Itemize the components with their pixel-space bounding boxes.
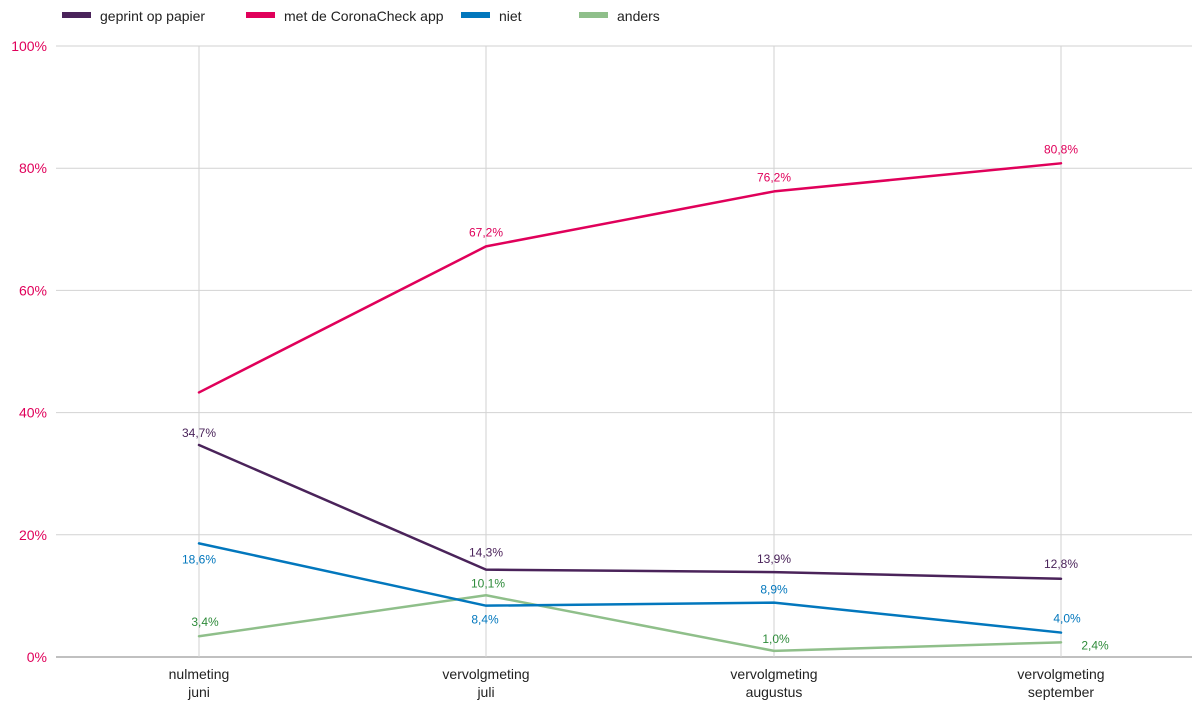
x-tick-label: juli [476, 684, 494, 700]
x-tick-label: vervolgmeting [1017, 666, 1104, 682]
data-label: 3,4% [191, 615, 219, 629]
x-tick-label: september [1028, 684, 1094, 700]
data-label: 10,1% [471, 576, 505, 590]
legend-swatch-anders [579, 12, 608, 18]
y-tick-label: 60% [19, 282, 47, 298]
data-label: 4,0% [1053, 612, 1081, 626]
legend-swatch-app [246, 12, 275, 18]
x-tick-label: vervolgmeting [730, 666, 817, 682]
legend-swatch-geprint [62, 12, 91, 18]
series-line [197, 594, 1063, 653]
y-tick-label: 20% [19, 527, 47, 543]
data-label: 8,9% [760, 583, 788, 597]
legend-label-app: met de CoronaCheck app [284, 8, 444, 24]
x-tick-label: juni [187, 684, 210, 700]
x-tick-label: nulmeting [169, 666, 230, 682]
series-line [197, 443, 1063, 581]
legend-label-geprint: geprint op papier [100, 8, 206, 24]
data-label: 76,2% [757, 170, 791, 184]
series-line [197, 542, 1063, 634]
data-label: 18,6% [182, 552, 216, 566]
data-label: 13,9% [757, 552, 791, 566]
legend-swatch-niet [461, 12, 490, 18]
y-tick-label: 0% [27, 649, 47, 665]
x-tick-label: vervolgmeting [442, 666, 529, 682]
data-label: 12,8% [1044, 557, 1078, 571]
data-label: 1,0% [762, 632, 790, 646]
x-tick-label: augustus [746, 684, 803, 700]
y-tick-label: 40% [19, 405, 47, 421]
y-tick-label: 80% [19, 160, 47, 176]
data-label: 8,4% [471, 613, 499, 627]
data-label: 14,3% [469, 546, 503, 560]
legend-label-anders: anders [617, 8, 660, 24]
data-label: 2,4% [1081, 638, 1109, 652]
y-tick-label: 100% [11, 38, 47, 54]
series-line [197, 162, 1063, 394]
data-label: 80,8% [1044, 142, 1078, 156]
legend-label-niet: niet [499, 8, 522, 24]
data-label: 67,2% [469, 225, 503, 239]
data-label: 34,7% [182, 426, 216, 440]
